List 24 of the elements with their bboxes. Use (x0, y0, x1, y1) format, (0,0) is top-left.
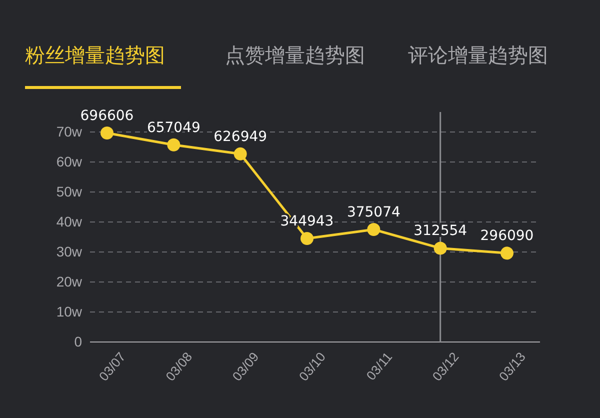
text: 点赞增量趋势图 (225, 43, 365, 67)
text: 296090 (480, 228, 534, 244)
y-tick-label: 10w (56, 303, 83, 320)
text: 626949 (214, 128, 268, 145)
y-tick-label: 30w (56, 243, 83, 260)
y-tick-label: 20w (56, 273, 83, 290)
y-tick-label: 0 (74, 333, 82, 350)
point (367, 222, 380, 236)
y-tick-label: 40w (56, 213, 83, 230)
text: 696606 (80, 108, 134, 124)
chart-title: 粉丝增量趋势图 (25, 43, 165, 67)
y-tick-label: 70w (56, 123, 83, 140)
y-tick-label: 50w (56, 183, 83, 200)
point (500, 246, 514, 260)
point (234, 147, 247, 160)
text: 375074 (346, 204, 400, 220)
text: 评论增量趋势图 (408, 43, 548, 67)
text: 312554 (414, 223, 468, 240)
point (100, 126, 114, 140)
y-tick-label: 60w (56, 153, 83, 170)
point (434, 242, 447, 255)
text: 657049 (146, 120, 200, 136)
point (167, 138, 180, 152)
point (300, 232, 314, 246)
